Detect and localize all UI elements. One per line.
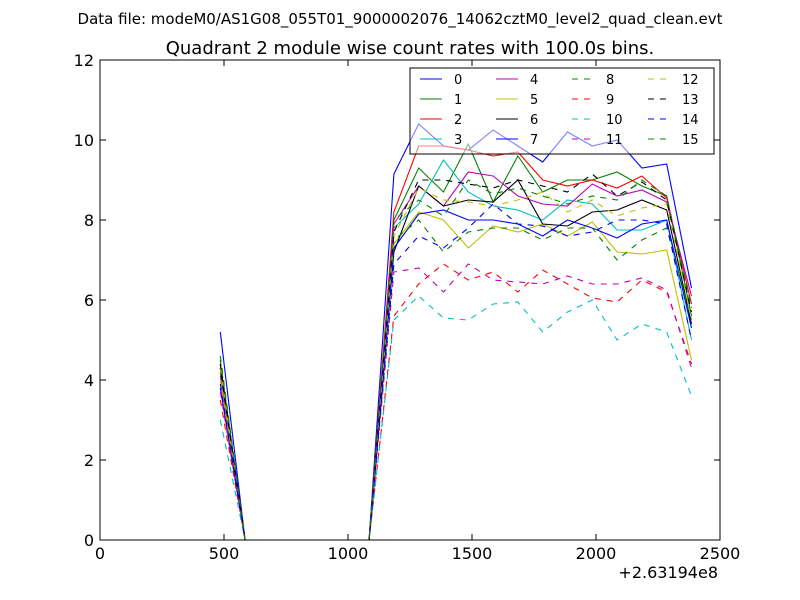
x-tick-label: 1000 bbox=[328, 544, 369, 563]
legend-box bbox=[409, 67, 715, 155]
legend-label-15: 15 bbox=[682, 133, 699, 148]
legend-label-3: 3 bbox=[454, 133, 462, 148]
series-line-10 bbox=[219, 295, 693, 541]
series-line-3 bbox=[219, 159, 693, 541]
x-tick-label: 0 bbox=[95, 544, 105, 563]
legend-label-12: 12 bbox=[682, 73, 699, 88]
legend-label-10: 10 bbox=[606, 113, 623, 128]
series-line-13 bbox=[219, 173, 693, 541]
y-tick-label: 12 bbox=[74, 51, 94, 70]
plot-frame bbox=[99, 59, 721, 541]
legend-label-7: 7 bbox=[530, 133, 538, 148]
legend-label-6: 6 bbox=[530, 113, 538, 128]
series-line-7 bbox=[219, 209, 693, 541]
x-tick-label: 2000 bbox=[576, 544, 617, 563]
legend-label-2: 2 bbox=[454, 113, 462, 128]
legend-label-14: 14 bbox=[682, 113, 699, 128]
x-tick-label: 2500 bbox=[700, 544, 741, 563]
series-line-11 bbox=[219, 263, 693, 541]
series-line-12 bbox=[219, 187, 693, 541]
x-tick-label: 1500 bbox=[452, 544, 493, 563]
series-lines bbox=[219, 123, 693, 541]
series-line-9 bbox=[219, 263, 693, 541]
x-offset-label: +2.63194e8 bbox=[618, 563, 718, 582]
x-tick-label: 500 bbox=[209, 544, 240, 563]
y-tick-label: 10 bbox=[74, 131, 94, 150]
legend-label-4: 4 bbox=[530, 73, 538, 88]
series-line-8 bbox=[219, 219, 693, 541]
legend-label-13: 13 bbox=[682, 93, 699, 108]
series-line-15 bbox=[219, 179, 693, 541]
y-tick-label: 6 bbox=[84, 291, 94, 310]
legend-label-1: 1 bbox=[454, 93, 462, 108]
series-line-2 bbox=[219, 145, 693, 541]
chart-title: Quadrant 2 module wise count rates with … bbox=[166, 38, 655, 59]
legend-label-9: 9 bbox=[606, 93, 614, 108]
legend-label-11: 11 bbox=[606, 133, 623, 148]
legend-label-0: 0 bbox=[454, 73, 462, 88]
legend-label-8: 8 bbox=[606, 73, 614, 88]
y-tick-label: 4 bbox=[84, 371, 94, 390]
legend-label-5: 5 bbox=[530, 93, 538, 108]
series-line-5 bbox=[219, 211, 693, 541]
figure-suptitle: Data file: modeM0/AS1G08_055T01_90000020… bbox=[78, 10, 723, 29]
series-line-4 bbox=[219, 171, 693, 541]
series-line-14 bbox=[219, 203, 693, 541]
y-tick-label: 0 bbox=[84, 531, 94, 550]
y-tick-label: 2 bbox=[84, 451, 94, 470]
y-tick-label: 8 bbox=[84, 211, 94, 230]
